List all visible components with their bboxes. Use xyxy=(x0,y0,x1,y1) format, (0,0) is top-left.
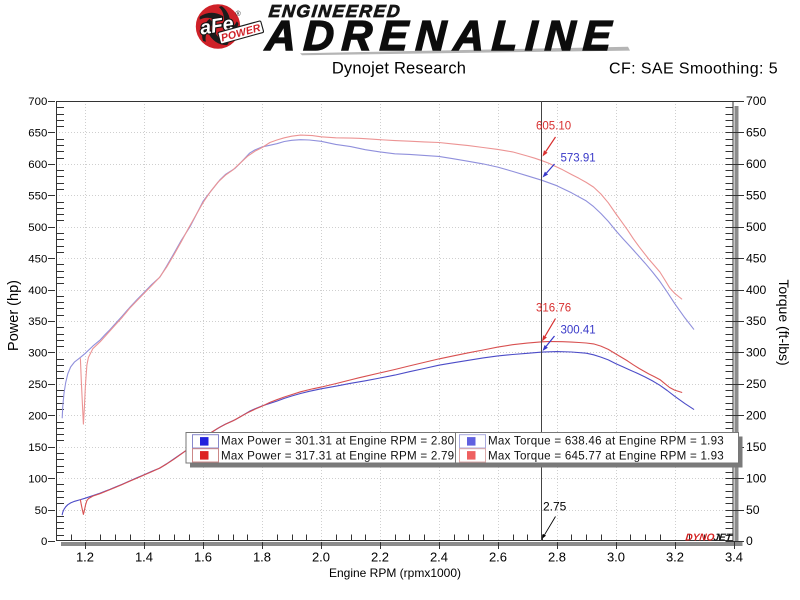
svg-text:200: 200 xyxy=(746,409,767,423)
svg-text:2.8: 2.8 xyxy=(548,550,566,565)
svg-text:500: 500 xyxy=(28,222,47,234)
svg-text:DYNO: DYNO xyxy=(685,533,715,544)
svg-text:®: ® xyxy=(236,10,242,18)
svg-text:150: 150 xyxy=(28,442,47,454)
svg-text:Max Power = 317.31 at Engine R: Max Power = 317.31 at Engine RPM = 2.79 xyxy=(221,449,454,462)
svg-text:2.75: 2.75 xyxy=(543,500,567,514)
svg-text:1.4: 1.4 xyxy=(135,550,153,565)
svg-text:350: 350 xyxy=(28,316,47,328)
svg-text:Dynojet Research: Dynojet Research xyxy=(332,60,466,78)
svg-text:2.6: 2.6 xyxy=(489,550,507,565)
svg-text:650: 650 xyxy=(28,128,47,140)
svg-text:1.8: 1.8 xyxy=(253,550,271,565)
svg-text:2.0: 2.0 xyxy=(312,550,330,565)
svg-text:JET: JET xyxy=(713,533,733,544)
svg-text:0: 0 xyxy=(746,534,753,548)
svg-text:3.0: 3.0 xyxy=(607,550,625,565)
svg-text:3.2: 3.2 xyxy=(666,550,684,565)
svg-text:ADRENALINE: ADRENALINE xyxy=(263,12,620,59)
svg-text:2.4: 2.4 xyxy=(430,550,448,565)
svg-text:1.2: 1.2 xyxy=(76,550,94,565)
svg-text:550: 550 xyxy=(28,191,47,203)
svg-text:300.41: 300.41 xyxy=(561,325,596,337)
svg-text:Torque (ft-lbs): Torque (ft-lbs) xyxy=(776,279,792,365)
svg-text:600: 600 xyxy=(28,159,47,171)
svg-text:700: 700 xyxy=(28,96,47,108)
svg-text:500: 500 xyxy=(746,220,767,234)
svg-text:650: 650 xyxy=(746,126,767,140)
svg-text:700: 700 xyxy=(746,94,767,108)
svg-text:ENGINEERED: ENGINEERED xyxy=(268,1,403,21)
svg-text:1.6: 1.6 xyxy=(194,550,212,565)
svg-text:400: 400 xyxy=(28,285,47,297)
svg-text:2.2: 2.2 xyxy=(371,550,389,565)
svg-text:0: 0 xyxy=(41,536,47,548)
svg-text:CF: SAE Smoothing: 5: CF: SAE Smoothing: 5 xyxy=(609,61,778,78)
svg-text:450: 450 xyxy=(28,253,47,265)
svg-text:50: 50 xyxy=(35,505,48,517)
svg-text:573.91: 573.91 xyxy=(561,153,596,165)
svg-text:316.76: 316.76 xyxy=(536,303,571,315)
svg-text:250: 250 xyxy=(28,379,47,391)
svg-text:3.4: 3.4 xyxy=(725,550,743,565)
svg-text:Max Torque = 645.77 at Engine: Max Torque = 645.77 at Engine RPM = 1.93 xyxy=(488,449,724,462)
svg-text:50: 50 xyxy=(746,503,760,517)
svg-text:100: 100 xyxy=(746,471,767,485)
svg-text:605.10: 605.10 xyxy=(536,121,571,133)
svg-text:250: 250 xyxy=(746,377,767,391)
svg-text:100: 100 xyxy=(28,473,47,485)
svg-text:Max Torque = 638.46 at Engine: Max Torque = 638.46 at Engine RPM = 1.93 xyxy=(488,434,724,447)
svg-text:Power (hp): Power (hp) xyxy=(6,280,22,351)
svg-text:550: 550 xyxy=(746,189,767,203)
svg-text:150: 150 xyxy=(746,440,767,454)
svg-text:600: 600 xyxy=(746,157,767,171)
svg-text:200: 200 xyxy=(28,411,47,423)
svg-text:450: 450 xyxy=(746,251,767,265)
svg-text:350: 350 xyxy=(746,314,767,328)
svg-text:300: 300 xyxy=(28,348,47,360)
svg-text:300: 300 xyxy=(746,346,767,360)
svg-text:Max Power = 301.31 at Engine R: Max Power = 301.31 at Engine RPM = 2.80 xyxy=(221,434,454,447)
svg-text:Engine RPM (rpmx1000): Engine RPM (rpmx1000) xyxy=(329,566,461,580)
svg-text:400: 400 xyxy=(746,283,767,297)
